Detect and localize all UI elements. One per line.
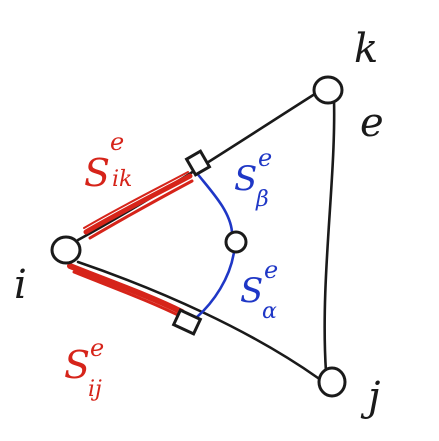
node-k-label: k (354, 26, 378, 72)
red-stroke-ij-1 (67, 263, 185, 315)
node-k-circle (312, 75, 344, 105)
edge-k-j (323, 98, 336, 374)
blue-curve-alpha (194, 250, 236, 320)
node-i-label: i (14, 262, 27, 308)
midpoint-ij-marker (171, 308, 203, 336)
centroid-circle (224, 230, 248, 254)
blue-subcontrol-curve (194, 170, 236, 320)
red-edge-highlights (67, 171, 194, 320)
svg-text:S: S (84, 151, 110, 195)
svg-text:e: e (258, 144, 272, 172)
node-i-circle (50, 235, 82, 265)
blue-curve-beta (194, 170, 234, 234)
svg-text:S: S (64, 343, 90, 387)
label-s-beta: S e β (234, 144, 272, 212)
label-s-alpha: S e α (240, 256, 278, 324)
svg-text:S: S (240, 271, 263, 311)
svg-text:e: e (90, 334, 104, 362)
red-stroke-ij-2 (72, 270, 186, 320)
midpoint-markers (171, 149, 212, 336)
red-stroke-ik-3 (83, 171, 189, 229)
svg-text:α: α (262, 299, 277, 324)
nodes (50, 75, 347, 398)
node-j-circle (317, 366, 347, 398)
svg-text:e: e (264, 256, 278, 284)
svg-text:β: β (255, 187, 269, 212)
svg-text:ij: ij (88, 377, 102, 402)
label-s-ij: S e ij (64, 334, 104, 402)
midpoint-ik-marker (184, 149, 212, 177)
red-stroke-ik-1 (83, 173, 193, 235)
node-j-label: j (360, 374, 380, 420)
svg-text:S: S (234, 159, 257, 199)
svg-text:e: e (110, 128, 124, 156)
red-stroke-ik-2 (88, 179, 194, 240)
label-s-ik: S e ik (84, 128, 132, 195)
svg-text:ik: ik (112, 167, 132, 192)
element-label: e (360, 100, 384, 146)
